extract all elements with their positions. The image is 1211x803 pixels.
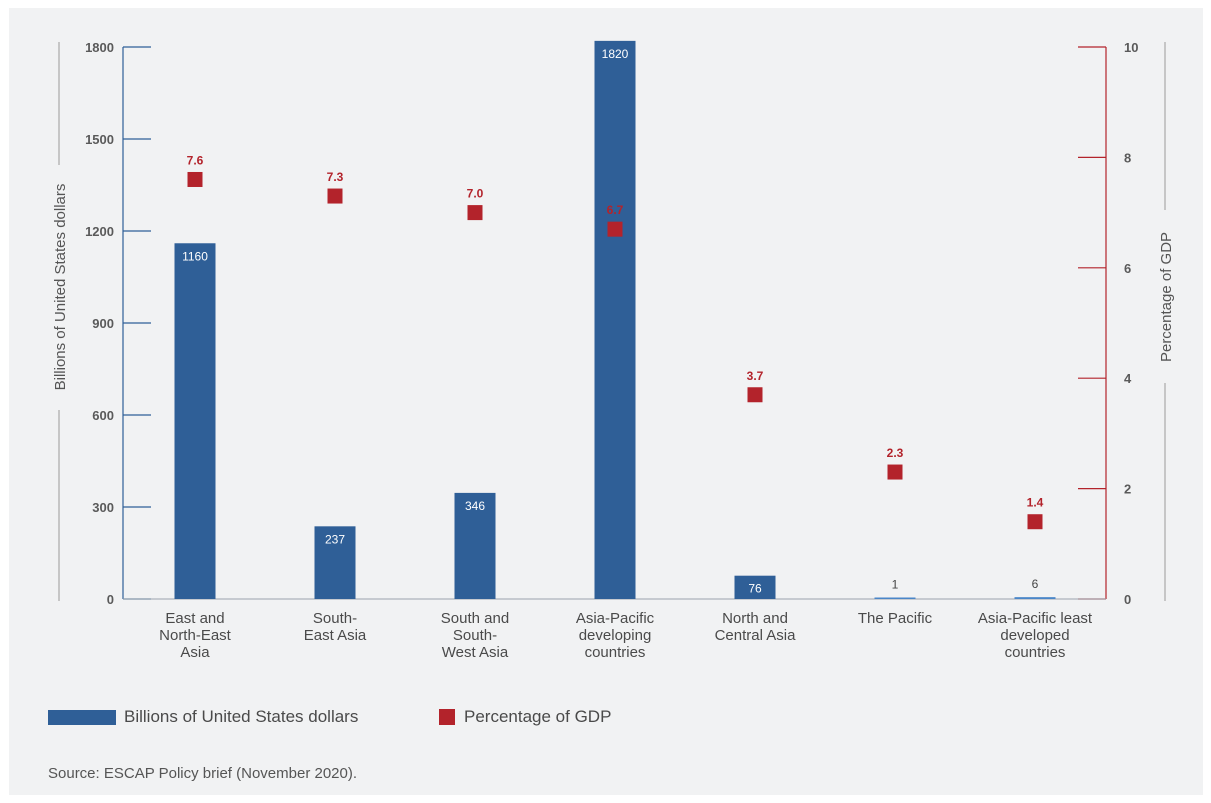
left-axis-tick-label: 300 <box>92 500 114 515</box>
gdp-marker <box>327 188 343 204</box>
left-axis-tick-label: 1200 <box>85 224 114 239</box>
category-label: developed <box>1000 627 1069 644</box>
legend-swatch-markers <box>439 709 455 725</box>
bar <box>174 243 216 599</box>
gdp-value-label: 7.6 <box>187 153 204 167</box>
category-label: North-East <box>159 627 232 644</box>
gdp-value-label: 6.7 <box>607 203 624 217</box>
gdp-marker <box>467 205 483 221</box>
left-axis-tick-label: 0 <box>107 592 114 607</box>
left-axis-title: Billions of United States dollars <box>52 184 69 391</box>
gdp-value-label: 2.3 <box>887 446 904 460</box>
category-label: East and <box>165 610 224 627</box>
gdp-marker <box>1027 514 1043 530</box>
gdp-marker <box>747 387 763 403</box>
bar <box>1014 597 1056 599</box>
right-axis-tick-label: 0 <box>1124 592 1131 607</box>
bar-value-label: 346 <box>465 499 485 513</box>
legend-item-bars: Billions of United States dollars <box>48 707 358 727</box>
gdp-value-label: 1.4 <box>1027 496 1044 510</box>
category-label: developing <box>579 627 652 644</box>
left-axis-tick-label: 600 <box>92 408 114 423</box>
right-axis-tick-label: 2 <box>1124 482 1131 497</box>
left-axis-tick-label: 1800 <box>85 40 114 55</box>
gdp-value-label: 7.3 <box>327 170 344 184</box>
category-label: Central Asia <box>715 627 797 644</box>
bar-value-label: 1160 <box>182 249 208 263</box>
bar-value-label: 237 <box>325 532 345 546</box>
bar-value-label: 1820 <box>602 47 629 61</box>
right-axis-tick-label: 4 <box>1124 371 1132 386</box>
category-label: countries <box>585 644 646 661</box>
bar <box>734 575 776 599</box>
category-label: Asia-Pacific least <box>978 610 1093 627</box>
category-label: South- <box>453 627 497 644</box>
bar <box>454 492 496 599</box>
left-axis-tick-label: 1500 <box>85 132 114 147</box>
legend-swatch-bars <box>48 709 116 725</box>
gdp-value-label: 7.0 <box>467 187 484 201</box>
bar <box>594 40 636 600</box>
legend-item-markers: Percentage of GDP <box>439 707 611 727</box>
bar-value-label: 1 <box>892 578 899 592</box>
category-label: Asia-Pacific <box>576 610 655 627</box>
category-label: East Asia <box>304 627 367 644</box>
gdp-value-label: 3.7 <box>747 369 764 383</box>
category-label: Asia <box>180 644 210 661</box>
gdp-marker <box>187 171 203 187</box>
category-label: The Pacific <box>858 610 933 627</box>
category-label: countries <box>1005 644 1066 661</box>
gdp-marker <box>607 221 623 237</box>
category-label: North and <box>722 610 788 627</box>
right-axis-tick-label: 10 <box>1124 40 1138 55</box>
bar-value-label: 76 <box>748 582 762 596</box>
right-axis-tick-label: 8 <box>1124 150 1131 165</box>
bar <box>314 526 356 599</box>
bar <box>874 597 916 599</box>
right-axis-tick-label: 6 <box>1124 261 1131 276</box>
bar-value-label: 6 <box>1032 577 1039 591</box>
category-label: South and <box>441 610 509 627</box>
left-axis-tick-label: 900 <box>92 316 114 331</box>
legend-label-bars: Billions of United States dollars <box>124 707 359 726</box>
legend-label-markers: Percentage of GDP <box>464 707 612 726</box>
right-axis-title: Percentage of GDP <box>1158 232 1175 362</box>
gdp-marker <box>887 464 903 480</box>
category-label: South- <box>313 610 357 627</box>
source-note: Source: ESCAP Policy brief (November 202… <box>48 765 358 782</box>
category-label: West Asia <box>442 644 509 661</box>
